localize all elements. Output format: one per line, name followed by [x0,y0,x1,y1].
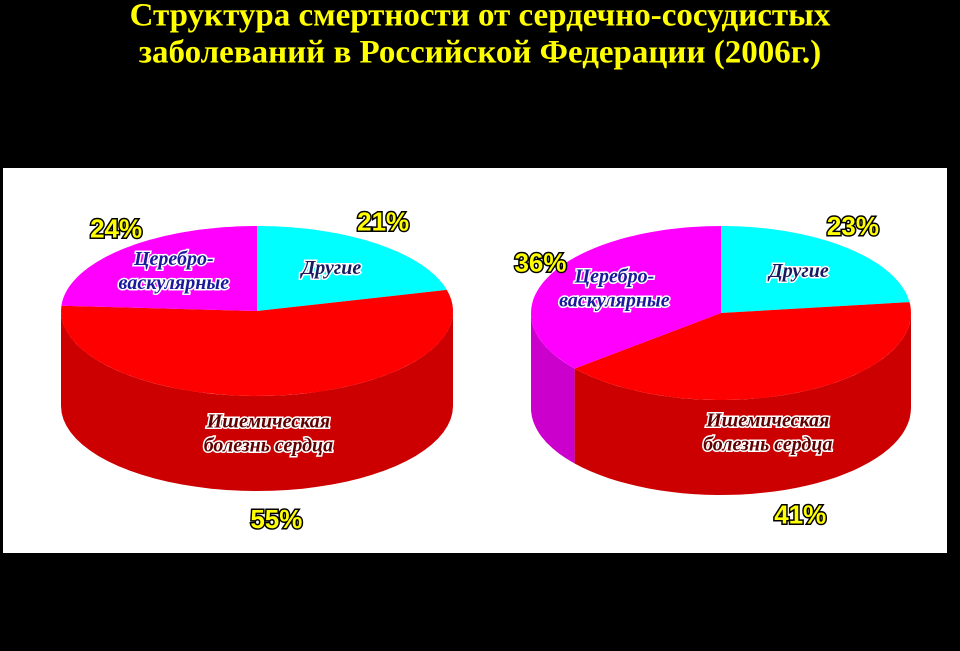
percent-label: 55% [250,504,302,534]
percent-label: 23% [827,211,879,241]
pie-slice [61,226,258,311]
category-label: Церебро- [133,248,214,270]
percent-label: 24% [90,213,142,243]
pie-slice [61,289,453,396]
pie-slice [721,226,910,313]
pie-slice [257,226,447,311]
category-label: Ишемическая [206,410,330,432]
percent-label: 21% [357,207,409,237]
title-line: заболеваний в Российской Федерации (2006… [139,35,821,71]
category-label: болезнь сердца [204,434,333,456]
pie-side [574,313,911,495]
pie-side [61,311,453,491]
category-label: Ишемическая [705,409,829,431]
category-label: Другие [767,260,829,282]
percent-label: 41% [774,500,826,530]
pie-slice [531,226,721,369]
pie-slice [574,302,911,400]
category-label: болезнь сердца [703,433,832,455]
percent-label: 36% [514,248,566,278]
category-label: Церебро- [574,266,655,288]
category-label: васкулярные [559,290,670,312]
category-label: васкулярные [119,272,230,294]
category-label: Другие [300,257,362,279]
pie-side [531,313,575,464]
title-line: Структура смертности от сердечно-сосудис… [130,0,831,34]
